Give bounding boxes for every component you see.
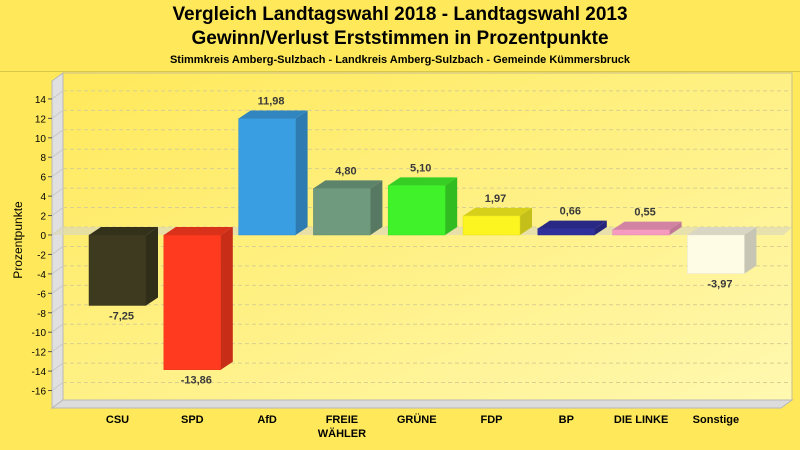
- x-tick-label: SPD: [181, 414, 204, 426]
- y-tick-label: -14: [32, 367, 47, 378]
- bar-fdp: 1,97: [462, 193, 532, 236]
- x-tick-label: AfD: [257, 414, 277, 426]
- gridline-side: [51, 362, 64, 372]
- x-tick-label: FREIE: [326, 414, 358, 426]
- data-label: 0,55: [634, 207, 655, 219]
- bar-top: [388, 177, 458, 186]
- gridline-side: [51, 323, 64, 333]
- bar-side: [744, 227, 757, 274]
- chart-subtitle-location: Stimmkreis Amberg-Sulzbach - Landkreis A…: [169, 54, 631, 66]
- bar-front: [612, 229, 670, 236]
- data-label: 4,80: [335, 165, 356, 177]
- y-tick-label: 4: [40, 192, 46, 203]
- bar-csu: -7,25: [88, 227, 158, 322]
- bar-side: [370, 180, 383, 235]
- y-axis-label: Prozentpunkte: [11, 201, 25, 279]
- data-label: -3,97: [707, 279, 732, 291]
- plot-floor: [50, 399, 794, 409]
- bar-spd: -13,86: [163, 227, 233, 387]
- gridline-side: [51, 304, 64, 314]
- bar-side: [669, 221, 682, 235]
- x-tick-label: FDP: [481, 414, 503, 426]
- bar-side: [146, 227, 158, 306]
- chart-subtitle: Gewinn/Verlust Erststimmen in Prozentpun…: [191, 28, 609, 49]
- y-tick-label: 12: [35, 114, 47, 125]
- gridline-side: [51, 168, 64, 178]
- gridline-side: [51, 148, 64, 158]
- y-tick-label: 8: [40, 153, 46, 164]
- bar-top: [537, 220, 607, 229]
- y-tick-label: -4: [37, 270, 46, 281]
- x-tick-label: DIE LINKE: [614, 414, 668, 426]
- gridline-side: [51, 129, 64, 139]
- bar-afd: 11,98: [238, 96, 308, 236]
- y-tick-label: -8: [37, 309, 46, 320]
- bar-top: [687, 227, 757, 235]
- gridline-side: [51, 246, 64, 255]
- bar-die-linke: 0,55: [612, 207, 682, 236]
- y-tick-label: 2: [40, 212, 46, 223]
- bar-front: [88, 234, 147, 306]
- bar-side: [520, 207, 532, 235]
- bar-freie-wähler: 4,80: [313, 165, 383, 236]
- bar-top: [463, 207, 532, 216]
- bar-top: [313, 180, 383, 189]
- y-tick-label: -16: [32, 387, 47, 398]
- data-label: -13,86: [181, 375, 212, 387]
- data-label: 11,98: [258, 96, 285, 108]
- y-tick-label: -12: [32, 348, 47, 359]
- gridline-side: [51, 187, 64, 197]
- y-tick-label: 14: [35, 95, 47, 106]
- bar-front: [163, 234, 222, 370]
- x-tick-label: WÄHLER: [318, 427, 366, 440]
- data-label: 1,97: [485, 193, 506, 205]
- plot-left-wall: [51, 72, 64, 409]
- y-tick-label: -10: [32, 328, 47, 339]
- x-tick-label: GRÜNE: [397, 413, 437, 426]
- bar-top: [612, 221, 682, 230]
- bar-top: [89, 227, 158, 235]
- bar-bp: 0,66: [537, 206, 607, 236]
- gridline-side: [51, 109, 64, 119]
- y-tick-label: -6: [37, 289, 46, 300]
- y-tick-label: 6: [40, 173, 46, 184]
- x-tick-label: CSU: [106, 414, 129, 426]
- x-tick-label: BP: [559, 414, 574, 426]
- gridline-side: [51, 207, 64, 216]
- bar-side: [445, 177, 458, 235]
- bar-front: [313, 188, 371, 236]
- gridline-side: [51, 343, 64, 353]
- bar-grüne: 5,10: [387, 162, 458, 236]
- gridline-side: [51, 382, 64, 391]
- bar-front: [462, 215, 521, 236]
- y-tick-label: -2: [37, 250, 46, 261]
- gridline-side: [51, 284, 64, 294]
- data-label: -7,25: [109, 310, 134, 322]
- gridline-side: [51, 90, 64, 100]
- bar-top: [163, 227, 233, 235]
- chart-title: Vergleich Landtagswahl 2018 - Landtagswa…: [172, 4, 628, 25]
- bar-front: [687, 234, 745, 274]
- data-label: 0,66: [560, 206, 581, 218]
- bar-side: [220, 227, 233, 370]
- bar-top: [238, 110, 308, 119]
- bar-front: [387, 185, 446, 236]
- bar-side: [295, 110, 308, 235]
- x-tick-label: Sonstige: [693, 414, 739, 426]
- bar-front: [238, 118, 296, 236]
- data-label: 5,10: [410, 162, 431, 174]
- y-tick-label: 10: [35, 134, 47, 145]
- bar-side: [594, 220, 607, 235]
- y-tick-label: 0: [40, 231, 46, 242]
- bar-front: [537, 228, 596, 236]
- bar-sonstige: -3,97: [687, 227, 757, 291]
- gridline-side: [51, 265, 64, 275]
